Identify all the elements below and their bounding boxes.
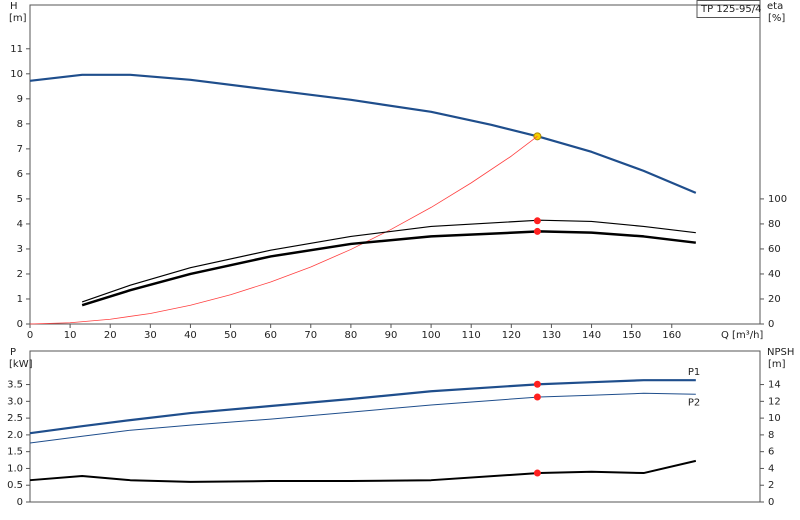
y-tick-label: 1.5 <box>7 447 23 458</box>
y-tick-label: 9 <box>17 94 23 105</box>
x-tick-label: 20 <box>104 330 117 341</box>
x-tick-label: 130 <box>542 330 561 341</box>
series-label: P2 <box>688 397 700 408</box>
x-tick-label: 60 <box>264 330 277 341</box>
y-tick-label: 10 <box>10 69 23 80</box>
x-tick-label: 70 <box>304 330 317 341</box>
y-tick-label: 1.0 <box>7 463 23 474</box>
y-tick-label: 2.5 <box>7 413 23 424</box>
y2-tick-label: 6 <box>768 447 774 458</box>
y-tick-label: 3 <box>17 244 23 255</box>
y-tick-label: 3.0 <box>7 396 23 407</box>
y2-tick-label: 4 <box>768 463 774 474</box>
y2-tick-label: 10 <box>768 413 781 424</box>
y-axis-unit: [kW] <box>9 359 33 370</box>
y2-axis-label: eta <box>767 1 783 12</box>
x-tick-label: 100 <box>422 330 441 341</box>
plot-frame <box>29 4 761 325</box>
x-tick-label: 40 <box>184 330 197 341</box>
x-tick-label: 140 <box>582 330 601 341</box>
x-tick-label: 120 <box>502 330 521 341</box>
y-axis-unit: [m] <box>9 13 27 24</box>
x-tick-label: 50 <box>224 330 237 341</box>
y-tick-label: 0.5 <box>7 480 23 491</box>
y2-tick-label: 8 <box>768 430 774 441</box>
y2-tick-label: 40 <box>768 269 781 280</box>
x-tick-label: 30 <box>144 330 157 341</box>
y2-axis-unit: [m] <box>768 359 786 370</box>
curve <box>81 219 696 303</box>
y-tick-label: 11 <box>10 44 23 55</box>
y-tick-label: 6 <box>17 169 23 180</box>
y-tick-label: 8 <box>17 119 23 130</box>
operating-point <box>533 217 541 225</box>
plot-frame <box>29 350 761 503</box>
x-axis-label: Q [m³/h] <box>721 330 763 341</box>
y2-tick-label: 60 <box>768 244 781 255</box>
x-tick-label: 150 <box>622 330 641 341</box>
y-tick-label: 3.5 <box>7 380 23 391</box>
y2-tick-label: 14 <box>768 380 781 391</box>
y-tick-label: 7 <box>17 144 23 155</box>
y2-tick-label: 100 <box>768 194 787 205</box>
y2-tick-label: 0 <box>768 497 774 508</box>
x-tick-label: 110 <box>462 330 481 341</box>
y-tick-label: 4 <box>17 219 23 230</box>
y-tick-label: 2 <box>17 269 23 280</box>
curve <box>29 136 538 325</box>
operating-point <box>533 469 541 477</box>
x-tick-label: 80 <box>345 330 358 341</box>
y-tick-label: 0 <box>17 319 23 330</box>
curve <box>29 379 696 435</box>
y2-tick-label: 0 <box>768 319 774 330</box>
x-tick-label: 90 <box>385 330 398 341</box>
y2-axis-unit: [%] <box>768 13 785 24</box>
y2-tick-label: 12 <box>768 396 781 407</box>
x-tick-label: 160 <box>662 330 681 341</box>
operating-point <box>533 393 541 401</box>
curve <box>81 230 696 307</box>
curve <box>29 392 696 444</box>
y2-axis-label: NPSH <box>767 347 794 358</box>
title-box <box>696 0 761 18</box>
x-tick-label: 10 <box>64 330 77 341</box>
x-tick-label: 0 <box>27 330 33 341</box>
operating-point <box>533 227 541 235</box>
y2-tick-label: 80 <box>768 219 781 230</box>
y2-tick-label: 20 <box>768 294 781 305</box>
y-axis-label: P <box>10 347 16 358</box>
y-tick-label: 2.0 <box>7 430 23 441</box>
operating-point <box>533 380 541 388</box>
chart-title: TP 125-95/4 <box>700 4 761 15</box>
series-label: P1 <box>688 367 700 378</box>
y-axis-label: H <box>10 1 18 12</box>
curve <box>29 73 697 194</box>
y2-tick-label: 2 <box>768 480 774 491</box>
y-tick-label: 0 <box>17 497 23 508</box>
y-tick-label: 1 <box>17 294 23 305</box>
y-tick-label: 5 <box>17 194 23 205</box>
curve <box>29 459 697 483</box>
